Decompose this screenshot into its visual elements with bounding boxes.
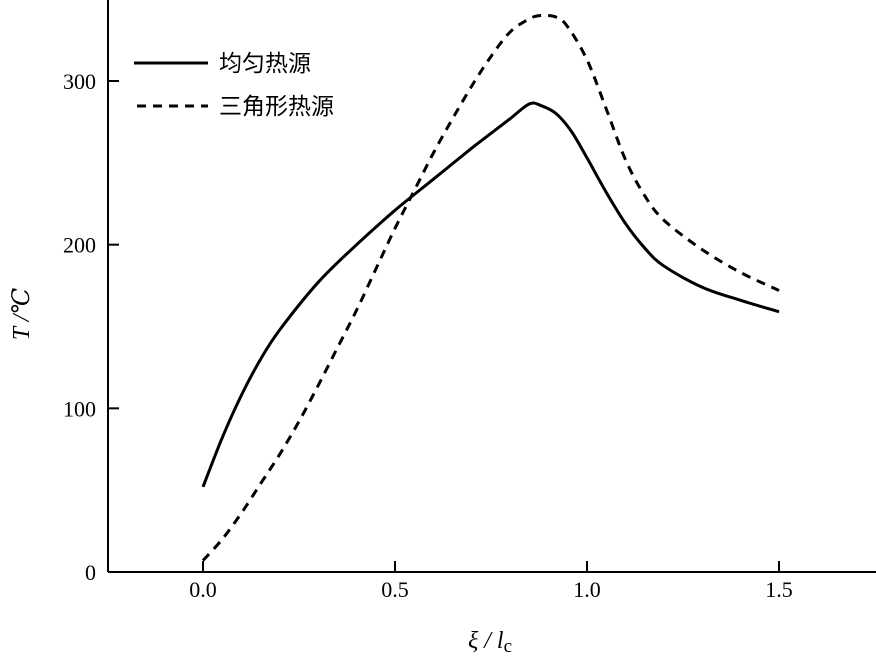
series-layer: [201, 13, 780, 562]
x-axis-label: ξ / lc: [468, 628, 512, 657]
y-ticks: 0 100 200 300: [63, 69, 119, 585]
series-line-uniform: [201, 101, 780, 488]
y-tick-label: 200: [63, 233, 96, 258]
series-line-triangular: [201, 13, 780, 562]
x-ticks: 0.0 0.5 1.0 1.5: [189, 561, 793, 602]
plot-frame: [107, 0, 876, 573]
y-tick-label: 100: [63, 396, 96, 421]
x-axis-label-subscript: c: [504, 636, 512, 657]
x-tick-label: 1.5: [765, 577, 793, 602]
legend-label-uniform: 均匀热源: [219, 51, 311, 77]
x-tick-label: 0.0: [189, 577, 217, 602]
legend: 均匀热源 三角形热源: [134, 51, 334, 120]
y-tick-label: 300: [63, 69, 96, 94]
x-tick-label: 0.5: [381, 577, 409, 602]
x-tick-label: 1.0: [573, 577, 601, 602]
y-tick-label: 0: [85, 560, 96, 585]
y-axis-label: T /℃: [9, 288, 35, 341]
legend-label-triangular: 三角形热源: [219, 94, 334, 120]
